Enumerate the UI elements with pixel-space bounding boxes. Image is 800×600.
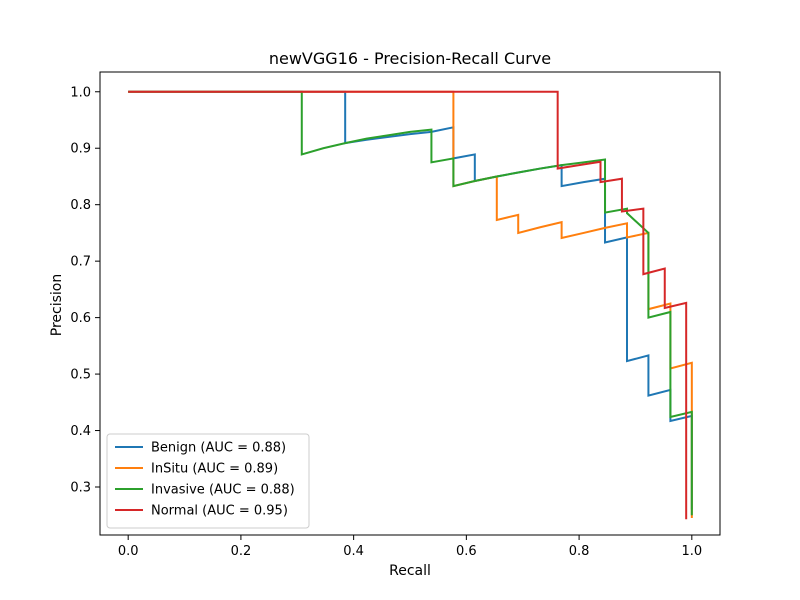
legend-entry-label: Normal (AUC = 0.95) — [151, 504, 288, 519]
x-axis-label: Recall — [389, 563, 431, 579]
y-tick-label: 0.9 — [70, 142, 91, 157]
legend-entry-label: InSitu (AUC = 0.89) — [151, 462, 278, 477]
x-tick-label: 0.8 — [569, 544, 590, 559]
x-tick-label: 0.0 — [118, 544, 139, 559]
y-tick-label: 0.6 — [70, 311, 91, 326]
series-line-3 — [128, 90, 688, 520]
y-tick-label: 0.7 — [70, 255, 91, 270]
plot-lines — [128, 90, 693, 520]
axis-ticks: 0.0 0.2 0.4 0.6 0.8 1.0 0.3 0.4 0.5 0.6 0.7 0.8 0.9 1… — [70, 85, 702, 559]
series-line-2 — [128, 90, 693, 516]
plot-frame — [99, 71, 721, 536]
x-tick-label: 1.0 — [681, 544, 702, 559]
y-tick-label: 0.5 — [70, 368, 91, 383]
x-tick-label: 0.2 — [231, 544, 252, 559]
y-axis-label: Precision — [49, 274, 65, 336]
x-tick-label: 0.6 — [456, 544, 477, 559]
chart-title: newVGG16 - Precision-Recall Curve — [269, 49, 551, 68]
y-tick-label: 0.4 — [70, 424, 91, 439]
legend: Benign (AUC = 0.88) InSitu (AUC = 0.89) In… — [106, 433, 310, 529]
y-tick-label: 0.8 — [70, 198, 91, 213]
legend-entry-label: Invasive (AUC = 0.88) — [151, 483, 295, 498]
legend-entry-label: Benign (AUC = 0.88) — [151, 441, 286, 456]
x-tick-label: 0.4 — [343, 544, 364, 559]
y-tick-label: 0.3 — [70, 481, 91, 496]
y-tick-label: 1.0 — [70, 85, 91, 100]
legend-box — [106, 433, 310, 529]
